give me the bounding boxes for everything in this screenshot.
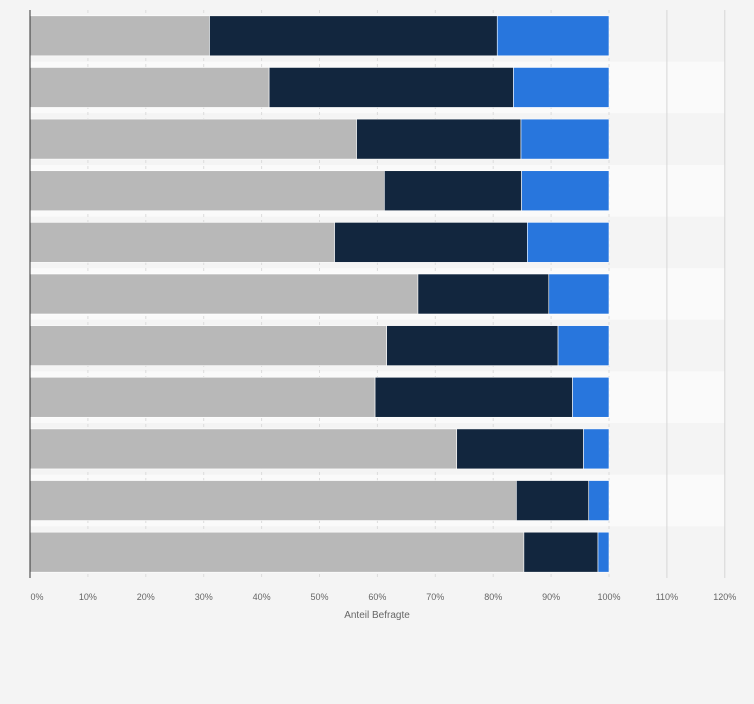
bar-segment <box>588 480 610 521</box>
bar-segment <box>384 170 522 212</box>
x-tick-label: 20% <box>137 592 155 602</box>
x-tick-label: 90% <box>542 592 560 602</box>
bar-segment <box>268 67 514 108</box>
x-tick-label: 100% <box>597 592 620 602</box>
bar-segment <box>29 273 419 315</box>
x-tick-labels: 0% 10% 20% 30% 40% 50% 60% 70% 80% 90% 100% 110% 120… <box>30 592 736 602</box>
bar-segment <box>557 325 610 366</box>
x-tick-label: 80% <box>484 592 502 602</box>
bar-segment <box>597 531 610 573</box>
bar-segment <box>520 118 610 160</box>
bar-segment <box>29 376 376 418</box>
bar-segment <box>583 428 610 470</box>
bar-segment <box>29 67 270 108</box>
bar-segment <box>29 170 385 212</box>
bar-segment <box>417 273 550 315</box>
bar-segment <box>516 480 590 521</box>
x-tick-label: 120% <box>713 592 736 602</box>
bar-segment <box>29 118 357 160</box>
bar-segment <box>29 222 335 263</box>
bar-segment <box>548 273 610 315</box>
x-tick-label: 60% <box>368 592 386 602</box>
bar-segment <box>356 118 522 160</box>
bar-segment <box>29 531 525 573</box>
x-tick-label: 10% <box>79 592 97 602</box>
bar-segment <box>29 15 210 57</box>
x-tick-label: 70% <box>426 592 444 602</box>
bar-segment <box>496 15 610 57</box>
bar-segment <box>374 376 573 418</box>
x-axis-title: Anteil Befragte <box>344 610 410 621</box>
bar-segment <box>456 428 584 470</box>
bar-segment <box>29 325 387 366</box>
x-tick-label: 50% <box>310 592 328 602</box>
bars <box>29 15 610 573</box>
x-tick-label: 30% <box>195 592 213 602</box>
bar-segment <box>29 480 517 521</box>
x-tick-label: 110% <box>656 592 678 602</box>
bar-segment <box>386 325 559 366</box>
x-tick-label: 0% <box>30 592 43 602</box>
bar-segment <box>334 222 528 263</box>
x-tick-label: 40% <box>253 592 271 602</box>
bar-segment <box>513 67 610 108</box>
bar-segment <box>527 222 610 263</box>
bar-segment <box>572 376 610 418</box>
bar-segment <box>29 428 458 470</box>
bar-segment <box>523 531 599 573</box>
bar-segment <box>209 15 498 57</box>
bar-segment <box>521 170 610 212</box>
